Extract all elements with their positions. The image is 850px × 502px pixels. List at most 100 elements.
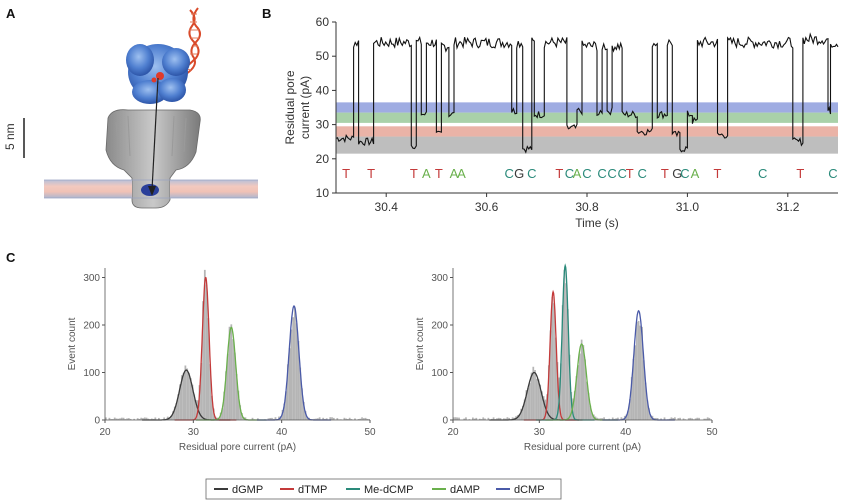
histogram-bar <box>286 364 289 420</box>
histogram-bar <box>580 339 583 420</box>
band-dGMP <box>336 136 838 154</box>
histogram-bar <box>694 418 697 420</box>
histogram-bar <box>345 418 348 420</box>
histogram-bar <box>112 419 114 420</box>
base-call: C <box>504 166 513 181</box>
histogram-bar <box>601 418 604 420</box>
histogram-bar <box>191 384 194 420</box>
histogram-bar <box>211 395 213 420</box>
histogram-bar <box>108 417 111 420</box>
histogram-bar <box>237 390 240 420</box>
base-call: C <box>527 166 536 181</box>
legend-label: Me-dCMP <box>364 484 414 496</box>
histogram-bar <box>579 353 581 420</box>
base-call: T <box>342 166 350 181</box>
histogram-bar <box>163 417 166 420</box>
base-call: C <box>565 166 574 181</box>
histogram-bar <box>508 417 510 420</box>
histogram-bar <box>611 417 614 420</box>
y-axis-label: Residual porecurrent (pA) <box>283 70 312 144</box>
y-tick-label: 100 <box>83 368 100 379</box>
x-tick-label: 40 <box>620 427 632 438</box>
y-tick-label: 300 <box>431 273 448 284</box>
base-call: A <box>691 166 700 181</box>
histogram-bar <box>696 417 699 420</box>
histogram-bar <box>549 330 552 420</box>
histogram-bar <box>110 419 113 420</box>
histogram-bar <box>203 269 206 420</box>
histogram-bar <box>644 382 647 420</box>
histogram-bar <box>655 417 657 420</box>
base-call: T <box>661 166 669 181</box>
base-call: C <box>617 166 626 181</box>
x-axis-label: Time (s) <box>575 216 619 230</box>
scale-bar: 5 nm <box>3 118 25 158</box>
histogram-bar <box>530 372 533 420</box>
histogram-bar <box>127 418 130 420</box>
histogram-bar <box>269 417 272 420</box>
histogram-bar <box>364 417 367 420</box>
histogram-bar <box>547 365 550 420</box>
histogram-bar <box>525 390 528 420</box>
histogram-bar <box>541 391 543 420</box>
histogram-bar <box>551 297 554 420</box>
histogram-bar <box>147 418 150 420</box>
base-call: C <box>758 166 767 181</box>
histogram-bar <box>195 400 197 420</box>
legend-label: dCMP <box>514 484 545 496</box>
histogram-bar <box>177 394 180 420</box>
base-call: A <box>422 166 431 181</box>
histogram-bar <box>575 376 578 420</box>
histogram-bar <box>172 411 174 420</box>
base-call: C <box>828 166 837 181</box>
histogram-bar <box>182 372 185 420</box>
x-tick-label: 20 <box>99 427 111 438</box>
histogram-bar <box>523 399 526 420</box>
y-tick-label: 60 <box>316 15 330 29</box>
histogram-bar <box>591 412 593 420</box>
histogram-bar <box>670 417 673 420</box>
histogram-bar <box>332 417 335 420</box>
legend-label: dAMP <box>450 484 480 496</box>
histogram-bar <box>188 372 190 420</box>
y-tick-label: 200 <box>431 321 448 332</box>
base-call: T <box>796 166 804 181</box>
histogram-bar <box>115 418 118 420</box>
base-call: C <box>597 166 606 181</box>
histogram-bar <box>582 345 585 420</box>
histogram-bar <box>634 345 637 420</box>
histogram-bar <box>256 418 259 420</box>
histogram-bar <box>317 418 319 420</box>
histogram-bar <box>553 303 555 420</box>
histogram-bar <box>454 417 457 420</box>
x-tick-label: 30 <box>534 427 546 438</box>
panel-b-letter: B <box>262 6 271 21</box>
histogram-bar <box>637 320 640 420</box>
histogram-bar <box>202 301 204 420</box>
histogram-bar <box>691 418 694 420</box>
base-call: T <box>435 166 443 181</box>
histogram-bar <box>463 418 466 420</box>
histogram-bar <box>537 379 540 420</box>
histogram-bar <box>295 323 298 420</box>
histogram-bar <box>520 408 523 420</box>
x-tick-label: 30.6 <box>475 200 499 214</box>
histogram-chart-left: 0 100 200 300 20 30 40 50 Residual pore current … <box>67 268 376 453</box>
x-tick-label: 31.2 <box>776 200 800 214</box>
histogram-bar <box>239 405 242 420</box>
histogram-bar <box>632 358 635 420</box>
histogram-bar <box>663 417 666 420</box>
histogram-bar <box>368 419 370 420</box>
y-tick-label: 50 <box>316 49 330 63</box>
x-tick-label: 30.4 <box>375 200 399 214</box>
histogram-bar <box>561 305 564 420</box>
histogram-bar <box>179 384 181 420</box>
histogram-bar <box>136 418 139 420</box>
y-tick-label: 300 <box>83 273 100 284</box>
histogram-bar <box>677 418 680 420</box>
histogram-bar <box>297 341 300 420</box>
histogram-bar <box>145 417 148 420</box>
base-call: T <box>555 166 563 181</box>
band-dTMP <box>336 126 838 137</box>
